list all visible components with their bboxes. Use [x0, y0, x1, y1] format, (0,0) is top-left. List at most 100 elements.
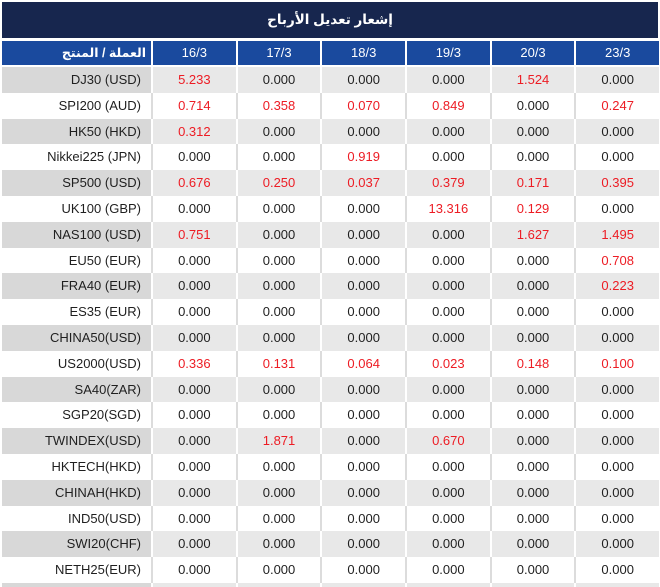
value-cell [574, 582, 659, 587]
value-cell: 0.000 [235, 376, 321, 403]
value-cell: 0.171 [489, 170, 575, 196]
value-cell: 0.000 [320, 195, 406, 222]
product-name-cell: ES35 (EUR) [69, 304, 141, 320]
value-cell: 0.919 [320, 144, 406, 171]
value-cell: 0.000 [235, 247, 321, 274]
value-cell: 0.148 [489, 350, 575, 377]
value-cell: 0.223 [574, 273, 660, 300]
value-cell: 0.000 [151, 557, 236, 583]
value-cell: 0.000 [405, 67, 490, 93]
value-cell: 0.000 [574, 376, 660, 403]
value-cell: 0.000 [320, 453, 406, 480]
value-cell: 5.233 [151, 67, 236, 93]
product-name-cell: UK100 (GBP) [61, 200, 141, 216]
value-cell: 0.000 [151, 531, 236, 558]
value-cell: 0.000 [320, 531, 406, 558]
value-cell: 0.000 [574, 453, 660, 480]
value-cell: 0.000 [574, 67, 660, 93]
value-cell: 0.000 [489, 479, 575, 506]
value-cell: 0.000 [320, 247, 406, 274]
value-cell: 0.000 [574, 195, 660, 222]
column-header-date: 17/3 [235, 41, 321, 65]
product-name-cell: SGP20(SGD) [62, 407, 141, 423]
product-name-cell: SWI20(CHF) [2, 531, 151, 558]
product-name-cell: DJ30 (USD) [2, 67, 151, 93]
value-cell: 0.395 [574, 170, 660, 196]
value-cell: 0.000 [405, 273, 490, 300]
value-cell: 0.000 [489, 118, 575, 145]
value-cell: 0.000 [235, 221, 321, 248]
value-cell: 0.000 [235, 195, 321, 222]
value-cell: 0.000 [574, 299, 660, 325]
value-cell: 0.000 [320, 557, 406, 583]
value-cell: 0.358 [235, 92, 321, 119]
value-cell: 0.000 [151, 324, 236, 351]
value-cell: 0.714 [151, 92, 236, 119]
value-cell: 0.023 [405, 350, 490, 377]
table-row: FRA40 (EUR) 0.000 0.000 0.000 0.000 0.000 0.22… [2, 273, 660, 300]
value-cell: 0.312 [151, 118, 236, 145]
product-name-cell: CHINAH(HKD) [2, 479, 151, 506]
value-cell: 0.000 [151, 479, 236, 506]
value-cell: 0.000 [574, 531, 660, 558]
product-name-cell: NETH25(EUR) [55, 562, 141, 578]
product-name-cell: SA40(ZAR) [2, 376, 151, 403]
table-row: HKTECH(HKD) 0.000 0.000 0.000 0.000 0.000 0.00… [2, 453, 660, 480]
value-cell: 1.524 [489, 67, 575, 93]
value-cell: 0.000 [235, 402, 321, 429]
column-header-date: 18/3 [320, 41, 405, 65]
cut-off-row-sliver [2, 582, 659, 587]
value-cell: 0.000 [320, 324, 406, 351]
table-row: NAS100 (USD) 0.751 0.000 0.000 0.000 1.627 1.4… [2, 221, 660, 248]
value-cell: 0.000 [405, 221, 490, 248]
value-cell: 0.000 [320, 479, 406, 506]
value-cell: 0.000 [489, 505, 575, 532]
table-row: UK100 (GBP) 0.000 0.000 0.000 13.316 0.129 0.0… [2, 195, 660, 222]
value-cell: 0.000 [320, 273, 406, 300]
value-cell: 0.000 [235, 557, 321, 583]
value-cell: 0.000 [151, 453, 236, 480]
value-cell: 0.670 [405, 428, 490, 454]
value-cell: 0.000 [235, 273, 321, 300]
product-name-cell: NAS100 (USD) [2, 221, 151, 248]
value-cell: 0.000 [151, 402, 236, 429]
value-cell: 0.000 [405, 144, 490, 171]
value-cell: 0.000 [405, 324, 490, 351]
table-row: IND50(USD) 0.000 0.000 0.000 0.000 0.000 0.000 [2, 505, 660, 532]
value-cell: 0.000 [405, 531, 490, 558]
column-header-product: العملة / المنتج [61, 46, 146, 60]
page-title: إشعار تعديل الأرباح [267, 12, 393, 27]
value-cell: 0.000 [574, 479, 660, 506]
product-name-cell: US2000(USD) [57, 355, 141, 371]
product-name-cell: HK50 (HKD) [2, 118, 151, 145]
column-header-date: 19/3 [405, 41, 490, 65]
value-cell: 0.676 [151, 170, 236, 196]
value-cell: 0.250 [235, 170, 321, 196]
table-row: HK50 (HKD) 0.312 0.000 0.000 0.000 0.000 0.000 [2, 118, 660, 145]
value-cell: 0.000 [489, 299, 575, 325]
product-name-cell: SP500 (USD) [2, 170, 151, 196]
value-cell: 1.871 [235, 428, 321, 454]
table-row: ES35 (EUR) 0.000 0.000 0.000 0.000 0.000 0.000 [2, 299, 660, 325]
table-row: SA40(ZAR) 0.000 0.000 0.000 0.000 0.000 0.000 [2, 376, 660, 403]
value-cell: 0.000 [235, 118, 321, 145]
value-cell: 0.000 [151, 144, 236, 171]
value-cell: 0.000 [320, 118, 406, 145]
value-cell: 0.247 [574, 92, 660, 119]
value-cell: 0.000 [489, 376, 575, 403]
value-cell: 0.000 [489, 247, 575, 274]
value-cell: 0.000 [320, 428, 406, 454]
value-cell: 0.000 [235, 531, 321, 558]
value-cell: 0.000 [489, 324, 575, 351]
value-cell: 0.100 [574, 350, 660, 377]
value-cell: 0.000 [489, 453, 575, 480]
table-row: EU50 (EUR) 0.000 0.000 0.000 0.000 0.000 0.708 [2, 247, 660, 274]
value-cell: 0.708 [574, 247, 660, 274]
value-cell: 0.064 [320, 350, 406, 377]
value-cell: 0.000 [574, 428, 660, 454]
product-name-cell: Nikkei225 (JPN) [47, 149, 141, 165]
value-cell: 0.000 [151, 195, 236, 222]
value-cell: 0.000 [405, 557, 490, 583]
value-cell: 0.000 [405, 479, 490, 506]
value-cell: 0.000 [574, 144, 660, 171]
